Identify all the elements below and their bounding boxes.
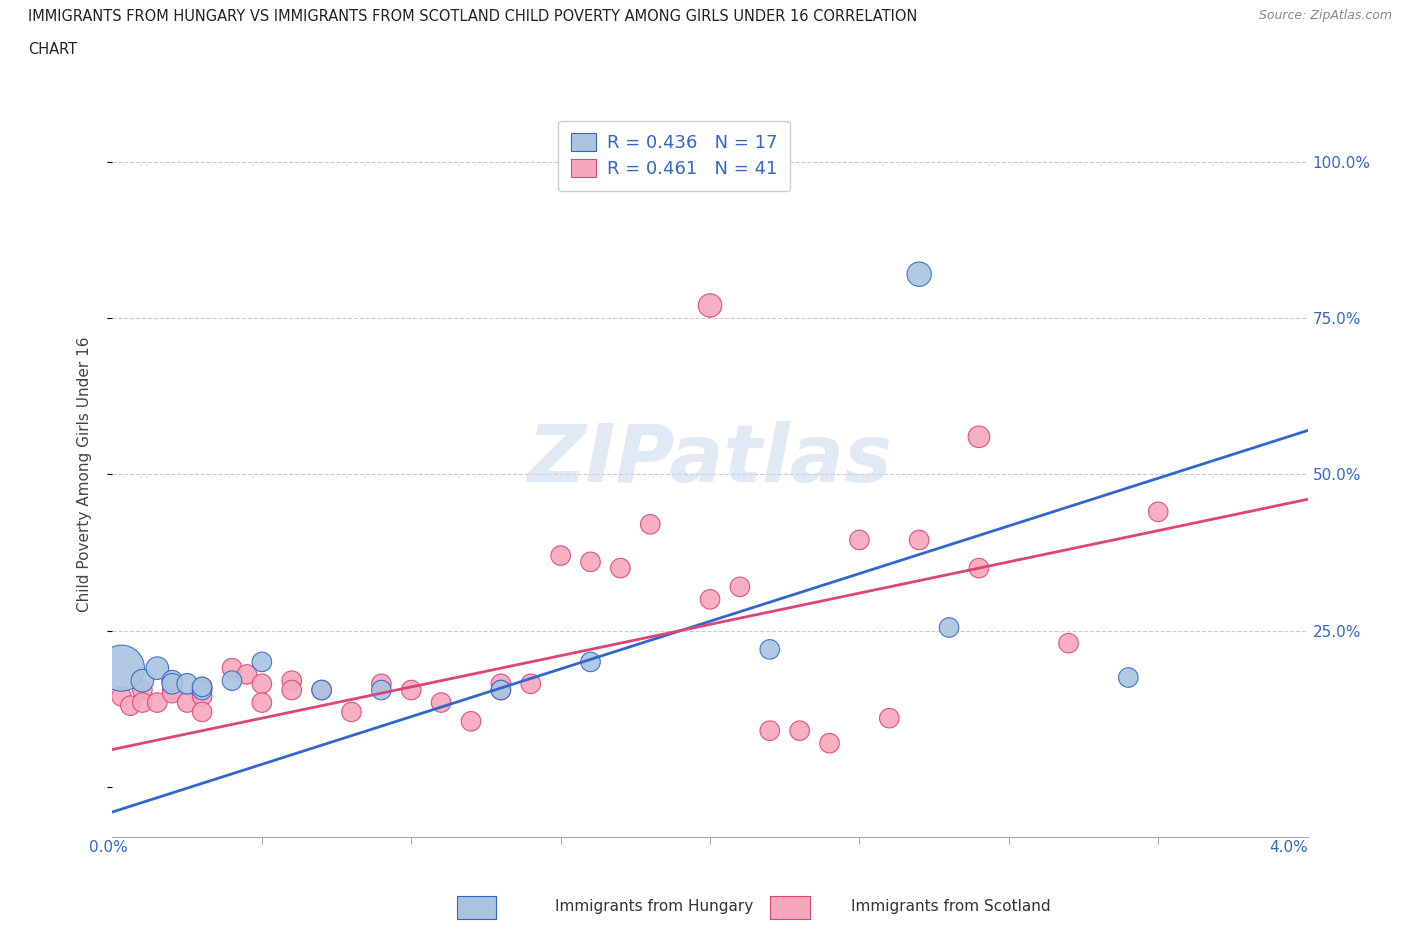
Point	[967, 430, 990, 445]
Point	[162, 673, 183, 688]
Point	[638, 517, 661, 532]
Point	[131, 683, 153, 698]
Point	[340, 705, 363, 720]
Point	[1147, 504, 1170, 519]
Point	[311, 683, 333, 698]
Point	[489, 676, 512, 691]
Point	[520, 676, 543, 691]
Point	[162, 676, 183, 691]
Y-axis label: Child Poverty Among Girls Under 16: Child Poverty Among Girls Under 16	[77, 337, 91, 612]
Point	[162, 685, 183, 700]
Point	[131, 695, 153, 710]
Point	[191, 689, 214, 704]
Point	[131, 673, 153, 688]
Point	[1057, 636, 1080, 651]
Point	[311, 683, 333, 698]
Point	[758, 642, 780, 657]
Point	[908, 533, 931, 548]
Point	[176, 676, 198, 691]
Point	[176, 695, 198, 710]
Point	[877, 711, 900, 725]
Point	[908, 267, 931, 282]
Point	[250, 676, 273, 691]
Point	[728, 579, 751, 594]
Text: Source: ZipAtlas.com: Source: ZipAtlas.com	[1258, 9, 1392, 22]
Point	[460, 714, 482, 729]
Point	[489, 683, 512, 698]
Text: CHART: CHART	[28, 42, 77, 57]
Point	[120, 698, 142, 713]
Legend: R = 0.436   N = 17, R = 0.461   N = 41: R = 0.436 N = 17, R = 0.461 N = 41	[558, 121, 790, 191]
Point	[250, 695, 273, 710]
Point	[162, 683, 183, 698]
Point	[669, 154, 692, 169]
Point	[1116, 671, 1139, 685]
Point	[550, 548, 572, 563]
Text: 4.0%: 4.0%	[1268, 840, 1308, 855]
Text: Immigrants from Scotland: Immigrants from Scotland	[851, 899, 1050, 914]
Point	[236, 667, 259, 682]
Point	[579, 554, 602, 569]
Point	[938, 620, 960, 635]
Point	[967, 561, 990, 576]
Point	[848, 533, 870, 548]
Point	[191, 680, 214, 695]
Point	[281, 673, 304, 688]
Text: 0.0%: 0.0%	[89, 840, 128, 855]
Point	[370, 676, 392, 691]
Point	[191, 683, 214, 698]
Point	[110, 689, 132, 704]
Point	[609, 561, 631, 576]
Point	[699, 591, 721, 606]
Point	[221, 660, 243, 675]
Point	[191, 705, 214, 720]
Point	[818, 736, 841, 751]
Point	[221, 673, 243, 688]
Point	[758, 724, 780, 738]
Point	[191, 680, 214, 695]
Point	[579, 655, 602, 670]
Point	[401, 683, 423, 698]
Point	[789, 724, 811, 738]
Text: Immigrants from Hungary: Immigrants from Hungary	[555, 899, 754, 914]
Text: ZIPatlas: ZIPatlas	[527, 420, 893, 498]
Point	[250, 655, 273, 670]
Point	[699, 298, 721, 312]
Point	[281, 683, 304, 698]
Point	[430, 695, 453, 710]
Point	[146, 660, 169, 675]
Point	[489, 683, 512, 698]
Point	[146, 695, 169, 710]
Point	[370, 683, 392, 698]
Text: IMMIGRANTS FROM HUNGARY VS IMMIGRANTS FROM SCOTLAND CHILD POVERTY AMONG GIRLS UN: IMMIGRANTS FROM HUNGARY VS IMMIGRANTS FR…	[28, 9, 918, 24]
Point	[110, 660, 132, 675]
